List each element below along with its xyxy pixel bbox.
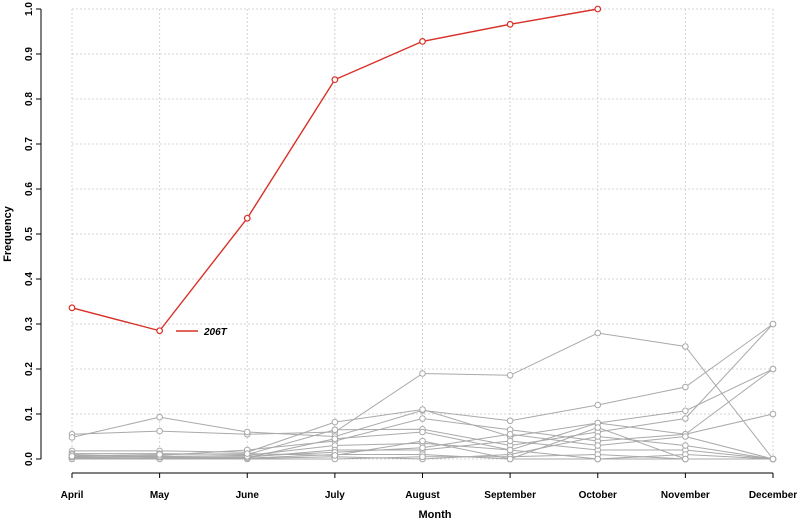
- y-tick-label: 0.6: [24, 182, 35, 196]
- data-point-series-1: [156, 427, 163, 435]
- data-point-series-13: [594, 424, 602, 431]
- x-tick-label: November: [661, 490, 710, 501]
- y-axis-title: Frequency: [2, 205, 14, 262]
- x-tick-label: June: [236, 490, 260, 501]
- data-point-206t: [243, 214, 251, 222]
- data-point-206t: [156, 327, 164, 335]
- data-point-series-7: [506, 437, 514, 445]
- y-tick-label: 0.0: [24, 452, 35, 466]
- legend: 206T: [176, 327, 228, 338]
- data-point-series-1: [682, 343, 689, 350]
- data-point-series-13: [156, 451, 163, 458]
- y-tick-label: 0.1: [24, 407, 35, 421]
- data-point-series-13: [243, 450, 251, 457]
- data-point-series-11: [331, 435, 339, 443]
- data-point-series-5: [419, 415, 426, 422]
- data-point-series-13: [682, 455, 689, 463]
- data-point-series-13: [769, 455, 777, 463]
- data-point-series-2: [682, 383, 689, 391]
- data-point-series-12: [506, 430, 514, 438]
- data-point-series-11: [419, 428, 426, 436]
- data-point-series-10: [419, 453, 426, 461]
- highlight-series: [68, 5, 602, 335]
- data-point-series-1: [594, 329, 602, 337]
- data-point-series-13: [419, 437, 426, 445]
- data-point-series-13: [506, 455, 514, 463]
- data-point-series-2: [156, 413, 163, 421]
- data-point-series-2: [68, 434, 76, 441]
- data-point-series-2: [594, 401, 602, 409]
- x-tick-label: July: [325, 490, 345, 501]
- data-point-series-11: [594, 455, 602, 463]
- data-point-series-5: [769, 410, 777, 418]
- x-tick-label: October: [579, 490, 617, 501]
- gridlines: [71, 8, 774, 460]
- data-point-series-9: [594, 433, 602, 440]
- data-point-series-12: [682, 433, 689, 440]
- y-tick-label: 0.4: [24, 272, 35, 286]
- data-point-206t: [419, 38, 426, 45]
- y-tick-label: 0.9: [24, 47, 35, 61]
- y-tick-label: 0.3: [24, 317, 35, 331]
- data-point-series-11: [506, 446, 514, 454]
- data-point-series-6: [769, 365, 777, 373]
- data-point-series-4: [331, 426, 339, 434]
- y-tick-label: 1.0: [24, 2, 35, 16]
- data-point-206t: [68, 304, 76, 312]
- data-point-series-12: [594, 442, 602, 449]
- axes: April May June July August September October No…: [24, 2, 797, 501]
- x-tick-label: August: [405, 490, 440, 501]
- x-axis-title: Month: [419, 509, 452, 521]
- data-point-series-2: [243, 428, 251, 436]
- data-point-206t: [594, 5, 602, 13]
- background-series: [68, 320, 777, 463]
- data-point-series-4: [769, 320, 777, 328]
- x-tick-label: May: [150, 490, 170, 501]
- data-point-206t: [506, 20, 514, 28]
- x-tick-label: December: [749, 490, 797, 501]
- data-point-series-3: [419, 406, 426, 413]
- data-point-series-4: [682, 415, 689, 422]
- data-point-series-3: [331, 418, 339, 426]
- data-point-series-3: [682, 407, 689, 415]
- data-point-series-1: [419, 370, 426, 377]
- data-point-series-13: [331, 452, 339, 459]
- legend-label-206t: 206T: [203, 327, 228, 338]
- data-point-series-13: [68, 453, 76, 460]
- data-point-series-2: [506, 417, 514, 425]
- y-tick-label: 0.8: [24, 92, 35, 106]
- y-tick-label: 0.5: [24, 227, 35, 241]
- data-point-series-1: [506, 372, 514, 379]
- data-point-series-9: [682, 442, 689, 449]
- x-tick-label: September: [484, 490, 536, 501]
- x-tick-label: April: [61, 490, 84, 501]
- y-tick-label: 0.7: [24, 137, 35, 151]
- data-point-206t: [331, 76, 339, 84]
- data-point-series-12: [419, 444, 426, 452]
- y-tick-label: 0.2: [24, 362, 35, 376]
